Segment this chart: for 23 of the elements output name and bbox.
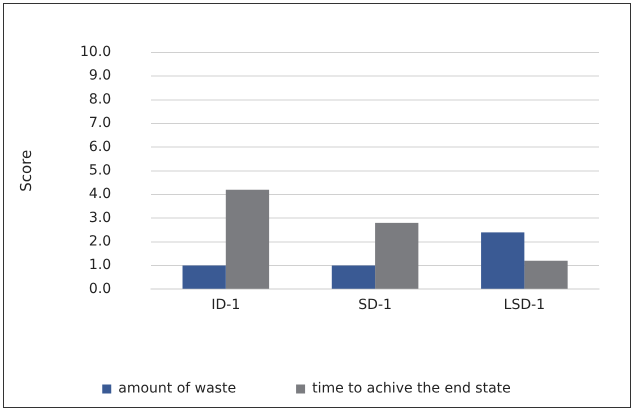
y-tick-label: 9.0 bbox=[88, 68, 112, 84]
bar bbox=[524, 260, 568, 289]
y-tick-label: 4.0 bbox=[88, 186, 112, 202]
x-tick-label: SD-1 bbox=[358, 297, 392, 314]
bar bbox=[481, 232, 524, 289]
x-tick-label: ID-1 bbox=[211, 297, 240, 314]
y-tick-label: 10.0 bbox=[80, 44, 112, 60]
legend-label: time to achive the end state bbox=[312, 380, 511, 397]
bar bbox=[226, 190, 270, 289]
legend-label: amount of waste bbox=[118, 380, 236, 397]
y-tick-label: 0.0 bbox=[88, 280, 112, 297]
y-tick-label: 1.0 bbox=[88, 257, 112, 274]
y-tick-label: 2.0 bbox=[88, 233, 112, 250]
x-tick-label: LSD-1 bbox=[504, 297, 546, 314]
y-tick-label: 8.0 bbox=[88, 91, 112, 108]
bar bbox=[332, 266, 376, 289]
bar bbox=[182, 266, 226, 289]
y-axis-title: Score bbox=[16, 150, 35, 192]
y-tick-label: 5.0 bbox=[88, 162, 112, 178]
bar bbox=[375, 222, 418, 289]
y-tick-label: 7.0 bbox=[88, 115, 112, 132]
y-tick-label: 6.0 bbox=[88, 138, 112, 155]
y-tick-label: 3.0 bbox=[88, 210, 112, 226]
